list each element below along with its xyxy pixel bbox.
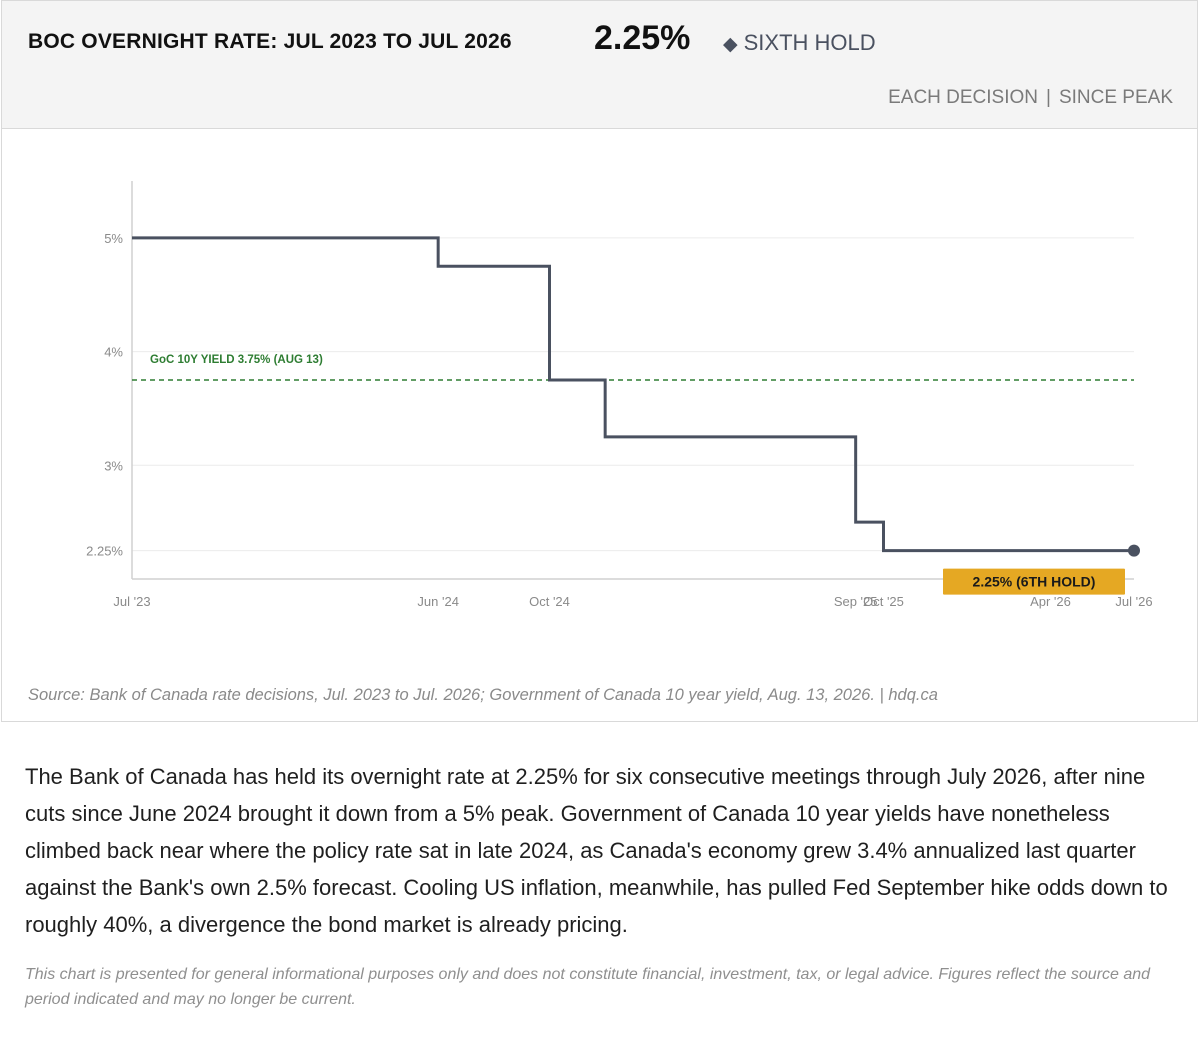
x-tick-label: Oct '24 xyxy=(529,594,570,609)
reference-line-label: GoC 10Y YIELD 3.75% (AUG 13) xyxy=(150,354,323,366)
status-label: ◆ SIXTH HOLD xyxy=(723,30,876,56)
current-rate-value: 2.25% xyxy=(594,19,691,57)
disclaimer: This chart is presented for general info… xyxy=(25,966,1151,1008)
x-tick-label: Jul '26 xyxy=(1115,594,1152,609)
y-tick-label: 4% xyxy=(104,345,123,360)
chart-title: BOC OVERNIGHT RATE: JUL 2023 TO JUL 2026 xyxy=(28,30,512,53)
rate-chart: 5% 4% 3% 2.25% Jul '23 Jun '24 Oct '24 Sep '25O… xyxy=(86,181,1153,609)
view-toggle-group: EACH DECISION | SINCE PEAK xyxy=(888,87,1173,109)
x-tick-label: Apr '26 xyxy=(1030,594,1071,609)
y-tick-label: 2.25% xyxy=(86,544,123,559)
toggle-separator: | xyxy=(1046,87,1051,108)
chart-description: The Bank of Canada has held its overnigh… xyxy=(25,764,1168,937)
toggle-since-peak[interactable]: SINCE PEAK xyxy=(1058,87,1173,108)
end-point-marker xyxy=(1128,544,1140,557)
chart-card: BOC OVERNIGHT RATE: JUL 2023 TO JUL 2026… xyxy=(1,0,1198,722)
diamond-icon: ◆ xyxy=(723,34,738,55)
x-tick-label: Oct '25 xyxy=(863,594,904,609)
series-line-overnight-rate xyxy=(132,236,1134,553)
source-note: Source: Bank of Canada rate decisions, J… xyxy=(28,686,938,704)
y-tick-label: 3% xyxy=(104,458,123,473)
chart-header: BOC OVERNIGHT RATE: JUL 2023 TO JUL 2026… xyxy=(2,1,1197,129)
toggle-each-decision[interactable]: EACH DECISION xyxy=(888,87,1039,108)
end-label-badge xyxy=(943,568,1125,595)
status-text: SIXTH HOLD xyxy=(743,30,876,55)
x-tick-label: Sep '25 xyxy=(834,594,878,609)
y-tick-label: 5% xyxy=(104,231,123,246)
end-label-text: 2.25% (6TH HOLD) xyxy=(973,574,1096,590)
x-tick-label: Jun '24 xyxy=(417,594,459,609)
x-tick-label: Jul '23 xyxy=(113,594,150,609)
